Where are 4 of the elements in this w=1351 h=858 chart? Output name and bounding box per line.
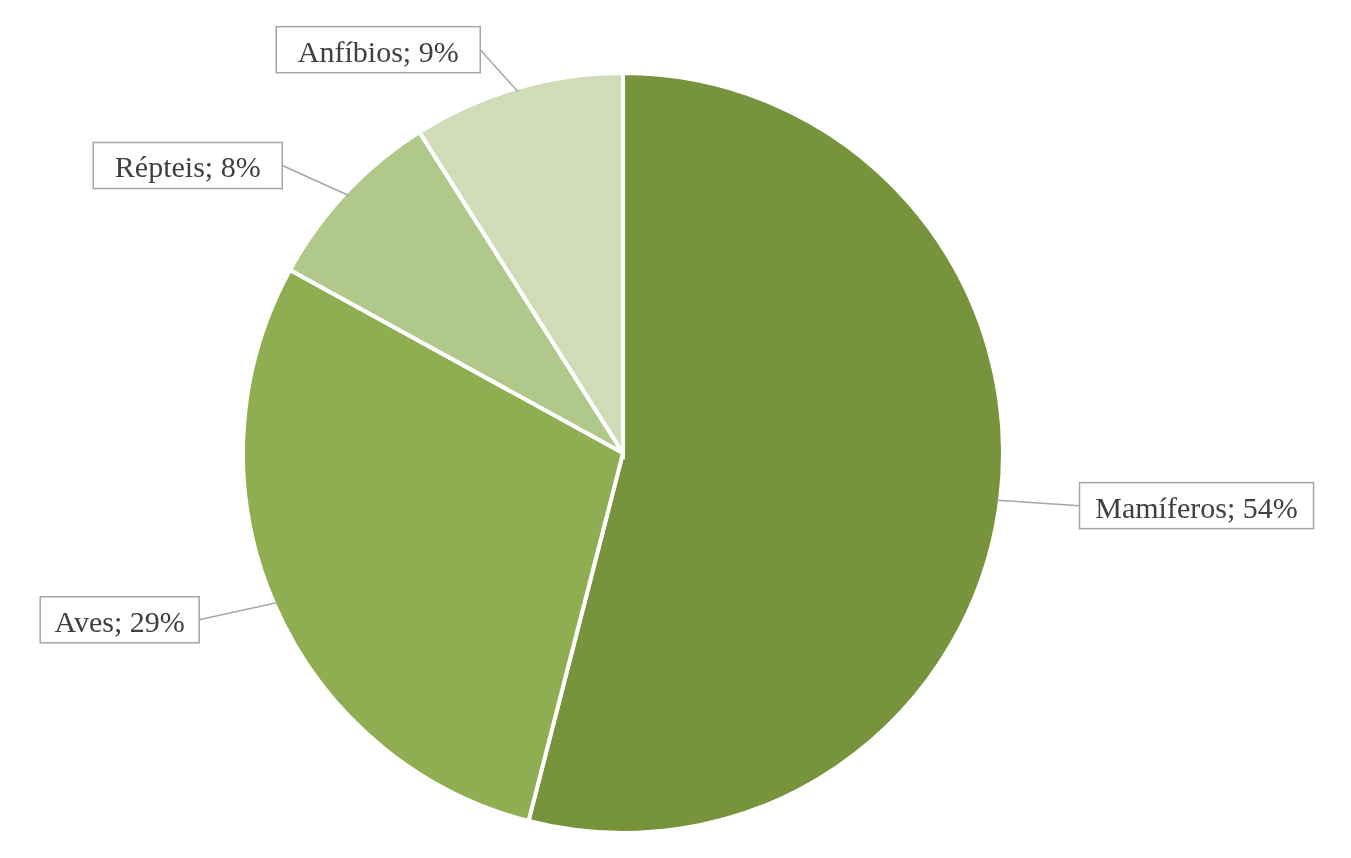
- slice-label: Aves; 29%: [54, 604, 185, 638]
- slice-label: Mamíferos; 54%: [1095, 490, 1298, 524]
- slice-label: Répteis; 8%: [114, 150, 261, 184]
- slice-label: Anfíbios; 9%: [297, 34, 459, 68]
